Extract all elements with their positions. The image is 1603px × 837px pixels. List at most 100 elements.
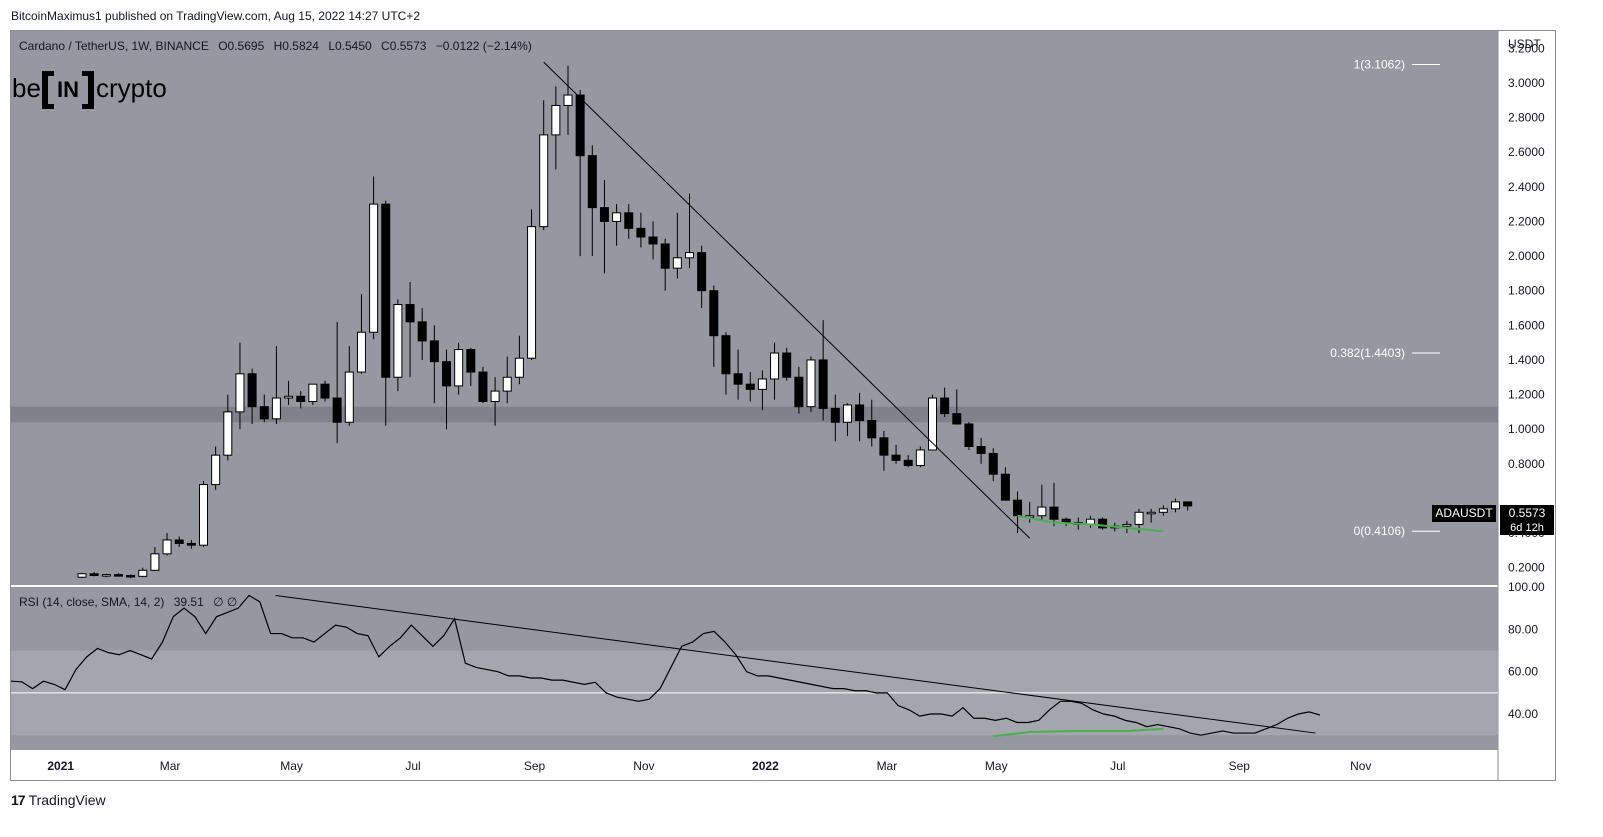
candle [867,399,877,447]
candle-body-down [733,373,743,385]
candle-body-up [356,331,366,373]
candle [636,212,646,248]
candle-body-up [527,226,537,359]
watermark-right: crypto [96,73,167,103]
candle [235,342,245,430]
candle-body-down [830,407,840,423]
candle-body-up [1146,511,1156,515]
candle-body-down [1049,506,1059,520]
candle [1000,467,1010,501]
candle [284,380,294,405]
tradingview-footer-text: TradingView [28,792,106,808]
candle [1098,517,1108,530]
candle [113,573,123,577]
time-tick-label: 2021 [47,759,74,773]
candle-body-down [782,352,792,378]
tradingview-footer[interactable]: 17 TradingView [11,792,106,808]
tradingview-logo-icon: 17 [11,792,26,808]
fib-levels-layer: 1(3.1062) 0.382(1.4403) 0(0.4106) [1330,58,1440,538]
price-support-curve [1017,514,1164,533]
candle-body-up [928,397,937,451]
candle [891,444,901,464]
candle-body-up [539,134,549,228]
candle [393,299,403,392]
candle-body-down [442,361,451,387]
price-axis-area[interactable] [1498,31,1555,780]
candle [599,179,609,274]
candle [1183,501,1193,511]
candle-body-down [381,203,391,378]
candle [976,437,986,464]
descending-trendline [543,61,1031,539]
rsi-legend-value: 39.51 [174,595,204,609]
candle-body-up [77,573,87,578]
candle-body-down [855,404,865,422]
candle [186,539,196,549]
candle-body-down [417,321,427,342]
time-tick-label: Sep [1229,759,1251,773]
candle [381,200,391,426]
price-tag-value: 0.5573 [1509,506,1546,520]
time-axis: Nov2021MarMayJulSepNov2022MarMayJulSepNo… [47,759,1371,773]
legend-close-value: 0.5573 [390,39,427,53]
rsi-line [10,594,1321,736]
candle-body-down [89,573,99,576]
price-tick-label: 1.2000 [1508,388,1545,402]
candle [344,346,354,426]
time-axis-area[interactable] [11,750,1498,780]
legend-close-label: C [381,39,390,53]
price-tick-label: 2.8000 [1508,111,1545,125]
candle-body-down [405,304,415,323]
candle [405,282,415,378]
candle [454,342,464,395]
fib-level-label: 0.382(1.4403) [1330,346,1405,360]
time-tick-label: Mar [160,759,181,773]
candle [1146,508,1156,523]
candle [903,455,913,468]
rsi-legend-extra: ∅ ∅ [213,595,237,609]
support-resistance-zone-layer [11,406,1498,423]
candle [782,347,792,381]
candle [745,372,755,402]
candle [879,430,889,471]
candle-body-up [806,359,816,408]
candle-body-down [891,454,901,461]
candle-body-down [721,335,731,375]
price-tick-label: 2.4000 [1508,180,1545,194]
candle [988,448,998,482]
candle-body-up [612,212,622,222]
candle [174,536,184,547]
price-tick-label: 0.2000 [1508,561,1545,575]
candle [709,285,719,367]
candle-body-up [502,376,512,392]
candle [126,574,136,579]
candle-body-up [1134,511,1144,525]
candle [648,221,658,260]
price-pane[interactable] [11,31,1498,585]
time-tick-label: Jul [1110,759,1125,773]
candle [1049,482,1059,527]
drawing-lines-layer [543,61,1164,539]
candle-body-down [745,383,755,390]
candle-body-down [940,397,950,415]
candle [915,446,925,468]
candle [490,377,500,426]
candle [138,567,148,578]
rsi-layer: 40.00 60.00 80.00 100.00 [10,580,1545,738]
time-tick-label: Jul [405,759,420,773]
price-axis: 0.20000.40000.80001.00001.20001.40001.60… [1508,41,1545,574]
time-tick-label: May [985,759,1008,773]
price-tag-symbol: ADAUSDT [1435,506,1493,520]
candle-body-up [551,104,561,136]
candle [624,204,634,239]
candle [660,238,670,291]
candle [940,387,950,418]
time-tick-label: 2022 [752,759,779,773]
candle [429,325,439,404]
candle-body-down [879,437,889,456]
candle [830,394,840,442]
candle-body-down [587,155,597,209]
candle-body-up [223,411,233,456]
candle-body-down [1098,518,1108,529]
